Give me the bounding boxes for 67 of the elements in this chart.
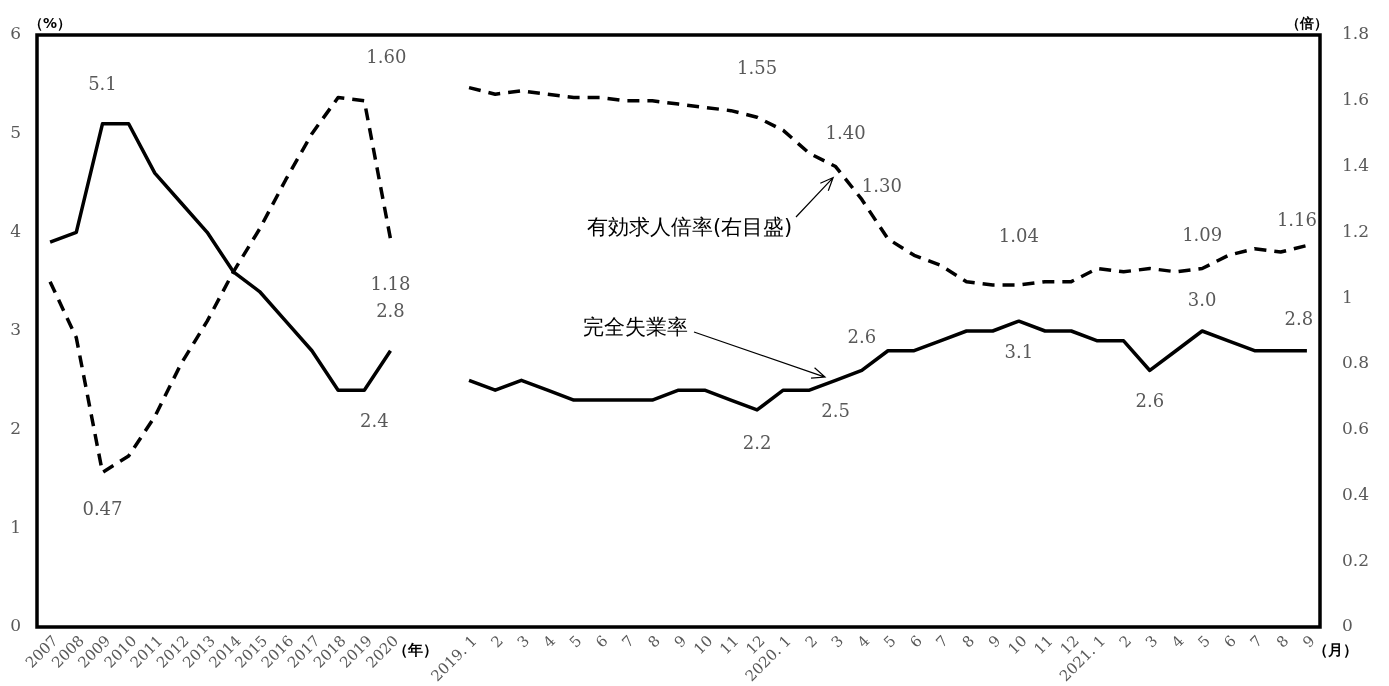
data-label: 2.2 [742, 431, 772, 453]
y-tick-label: 1 [10, 516, 21, 537]
data-label: 1.16 [1276, 209, 1317, 231]
text: 完全失業率 [583, 314, 689, 339]
data-label: 2.6 [847, 326, 877, 348]
data-label: 1.60 [366, 46, 407, 68]
y2-tick-label: 1.2 [1342, 220, 1370, 241]
y-tick-label: 5 [10, 122, 21, 143]
x-tick-label: 5 [1194, 631, 1214, 652]
x-tick-label: 11 [1030, 631, 1057, 659]
x-tick-label: 5 [880, 631, 900, 652]
x-tick-label: 2 [801, 631, 821, 652]
x-tick-label: 4 [1168, 631, 1188, 652]
x-tick-label: 8 [644, 631, 664, 652]
x-tick-label: 2 [487, 631, 507, 652]
y-tick-label: 6 [10, 23, 21, 44]
x-tick-label: 9 [984, 631, 1005, 652]
data-label: 1.09 [1182, 224, 1223, 246]
data-label: 1.04 [998, 224, 1039, 246]
x-tick-label: 8 [1272, 631, 1293, 652]
x-tick-label: 5 [565, 631, 586, 652]
data-label: 2.4 [359, 409, 389, 431]
x-tick-label: 6 [906, 631, 926, 652]
data-label: 1.30 [861, 175, 902, 197]
x-tick-label: 4 [539, 631, 560, 652]
x-tick-label: 8 [958, 631, 979, 652]
data-label: 2.5 [821, 400, 850, 422]
x-tick-label: 6 [592, 631, 612, 652]
data-label: 3.0 [1187, 288, 1217, 310]
x-tick-label: 10 [690, 631, 717, 659]
y-tick-label: 4 [10, 220, 21, 241]
x-tick-label: 10 [1004, 631, 1031, 659]
x-tick-label: 11 [716, 631, 743, 659]
x-tick-label: 3 [513, 631, 533, 652]
data-label: 5.1 [88, 73, 117, 95]
data-label: 2.8 [376, 300, 405, 322]
y2-tick-label: 0 [1342, 615, 1353, 636]
y2-tick-label: 1.6 [1342, 89, 1370, 110]
y-tick-label: 0 [10, 615, 21, 636]
data-label: 2.8 [1284, 308, 1314, 330]
data-label: 1.55 [737, 56, 778, 78]
y2-tick-label: 1.4 [1342, 154, 1370, 175]
data-label: 1.40 [825, 122, 866, 144]
data-label: 2.6 [1135, 390, 1165, 412]
x-tick-label: 4 [853, 631, 874, 652]
x-tick-label: 3 [1141, 631, 1162, 652]
x-tick-label: 3 [827, 631, 848, 652]
x-tick-label: 9 [670, 631, 691, 652]
x-tick-label: 7 [618, 631, 638, 652]
y-tick-label: 3 [10, 319, 21, 340]
y2-tick-label: 0.6 [1342, 418, 1370, 439]
y-axis-title: （%） [29, 14, 72, 31]
y2-tick-label: 0.8 [1342, 352, 1370, 373]
y-tick-label: 2 [10, 418, 21, 439]
data-label: 1.18 [370, 272, 411, 294]
x-tick-label: 7 [1246, 631, 1267, 652]
y2-axis-title: （倍） [1286, 14, 1328, 31]
x-tick-label: 6 [1220, 631, 1240, 652]
data-label: 0.47 [82, 498, 123, 520]
text: 有効求人倍率(右目盛) [586, 215, 793, 240]
x-tick-label: 2 [1115, 631, 1136, 652]
data-label: 3.1 [1004, 340, 1034, 362]
x-tick-label: 7 [932, 631, 952, 652]
y2-tick-label: 0.4 [1342, 483, 1370, 504]
y2-tick-label: 1 [1342, 286, 1353, 307]
y2-tick-label: 1.8 [1342, 23, 1370, 44]
y2-tick-label: 0.2 [1342, 549, 1370, 570]
